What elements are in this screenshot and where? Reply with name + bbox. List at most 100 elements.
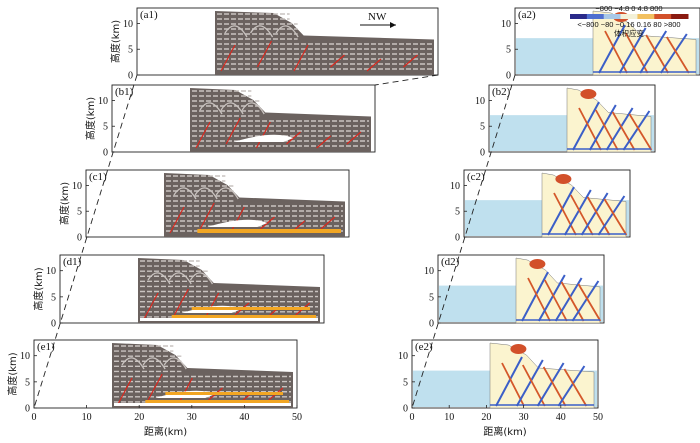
geology-panel-3: 0 5 10 (d1) 高度(km) [32, 254, 325, 330]
panel-label: (d1) [63, 256, 82, 268]
left-connector-line [33, 74, 138, 409]
panel-label: (a2) [518, 9, 536, 21]
shear-band-blue [495, 356, 523, 407]
legend-swatch [671, 14, 689, 19]
fault-line [147, 373, 163, 401]
perspective-connectors [33, 74, 516, 409]
fault-line [366, 58, 382, 72]
y-tick-label: 0 [429, 319, 434, 330]
x-tick-label: 30 [519, 412, 529, 423]
shear-band-blue [622, 110, 651, 151]
y-tick-label: 0 [506, 71, 511, 82]
fault-line [403, 54, 418, 68]
fold-arc [220, 102, 244, 115]
geology-panel-0: 0 5 10 (a1) 高度(km) [109, 7, 439, 82]
fault-line [229, 206, 245, 234]
nw-arrow-head [390, 22, 396, 28]
fold-arc [147, 272, 171, 285]
high-strain-patch [580, 89, 597, 99]
shear-band-blue [597, 195, 626, 236]
panel-label: (c1) [89, 171, 107, 183]
fault-line [225, 117, 241, 145]
legend-swatch [570, 14, 588, 19]
fluid-layer [145, 400, 289, 404]
shear-band-blue [588, 104, 617, 151]
fold-arc [199, 102, 223, 115]
fold-arc [168, 272, 192, 285]
fault-line [316, 135, 332, 149]
panel-label: (c2) [467, 171, 485, 183]
fold-arc [142, 357, 166, 370]
x-axis-label: 距离(km) [483, 425, 526, 438]
shear-band-blue [521, 271, 549, 322]
y-tick-label: 10 [450, 181, 460, 192]
panel-label: (d2) [441, 256, 460, 268]
panel-label: (b1) [115, 86, 134, 98]
geology-panel-4: 0 5 10 (e1) 高度(km) 0 10 20 30 40 50 距离(km) [6, 339, 302, 438]
fault-line [346, 131, 362, 145]
detachment-gap [233, 134, 294, 142]
strain-panel-1: 0 5 10 (b2) [475, 84, 656, 159]
y-tick-label: 10 [424, 266, 434, 277]
y-tick-label: 10 [72, 181, 82, 192]
shear-band-red [595, 109, 619, 151]
fold-arc [241, 102, 265, 115]
shear-band-red [563, 368, 588, 407]
y-tick-label: 0 [455, 233, 460, 244]
y-tick-label: 0 [403, 404, 408, 415]
basal-gap [114, 403, 291, 406]
y-tick-label: 10 [475, 96, 485, 107]
fold-arc [194, 187, 218, 200]
y-tick-label: 10 [123, 19, 133, 30]
shear-band-blue [571, 280, 600, 322]
shear-band-red [577, 283, 602, 322]
y-tick-label: 5 [128, 45, 133, 56]
x-tick-label: 50 [593, 412, 603, 423]
fluid-layer [197, 229, 341, 233]
y-axis-label: 高度(km) [32, 267, 45, 310]
fault-line [169, 206, 185, 234]
y-tick-label: 0 [25, 404, 30, 415]
y-tick-label: 10 [46, 266, 56, 277]
legend-swatch [620, 14, 638, 19]
legend-swatch [603, 14, 622, 19]
shear-band-blue [605, 107, 634, 151]
y-tick-label: 10 [20, 351, 30, 362]
shear-band-blue [537, 274, 566, 322]
x-tick-label: 10 [82, 412, 92, 423]
high-strain-patch [510, 344, 527, 354]
top-connector-line [374, 74, 439, 86]
y-tick-label: 5 [480, 122, 485, 133]
fold-arc [215, 187, 239, 200]
shear-band-blue [639, 30, 668, 74]
fault-line [195, 121, 211, 149]
strain-body [515, 257, 601, 324]
shear-band-red [603, 198, 628, 236]
shear-band-blue [580, 192, 609, 236]
legend-title: 体积应变 [614, 28, 644, 38]
x-tick-label: 10 [444, 412, 454, 423]
y-axis-label: 高度(km) [84, 97, 97, 140]
detachment-gap [207, 219, 268, 227]
y-tick-label: 5 [25, 377, 30, 388]
y-axis-label: 高度(km) [6, 352, 19, 395]
fold-arc [249, 25, 274, 38]
strain-panel-3: 0 5 10 (d2) [424, 254, 605, 330]
fault-line [117, 377, 133, 405]
y-tick-label: 5 [506, 45, 511, 56]
x-tick-label: 0 [410, 412, 415, 423]
shear-band-red [527, 277, 551, 322]
strain-body [566, 87, 652, 153]
geology-panel-2: 0 5 10 (c1) 高度(km) [58, 169, 350, 244]
x-tick-label: 40 [556, 412, 566, 423]
strain-panel-0: 0 5 10 (a2) [501, 7, 700, 82]
x-tick-label: 50 [292, 412, 302, 423]
fault-line [173, 288, 189, 316]
fault-line [286, 131, 301, 145]
fluid-layer-upper [165, 392, 283, 395]
shear-band-blue [557, 365, 586, 407]
y-tick-label: 5 [103, 122, 108, 133]
panel-group: 0 5 10 (a1) 高度(km) 0 5 10 (a2) 0 5 10 (b1) 高度(km) 0 5 10… [6, 7, 700, 438]
legend-swatch [586, 14, 605, 19]
